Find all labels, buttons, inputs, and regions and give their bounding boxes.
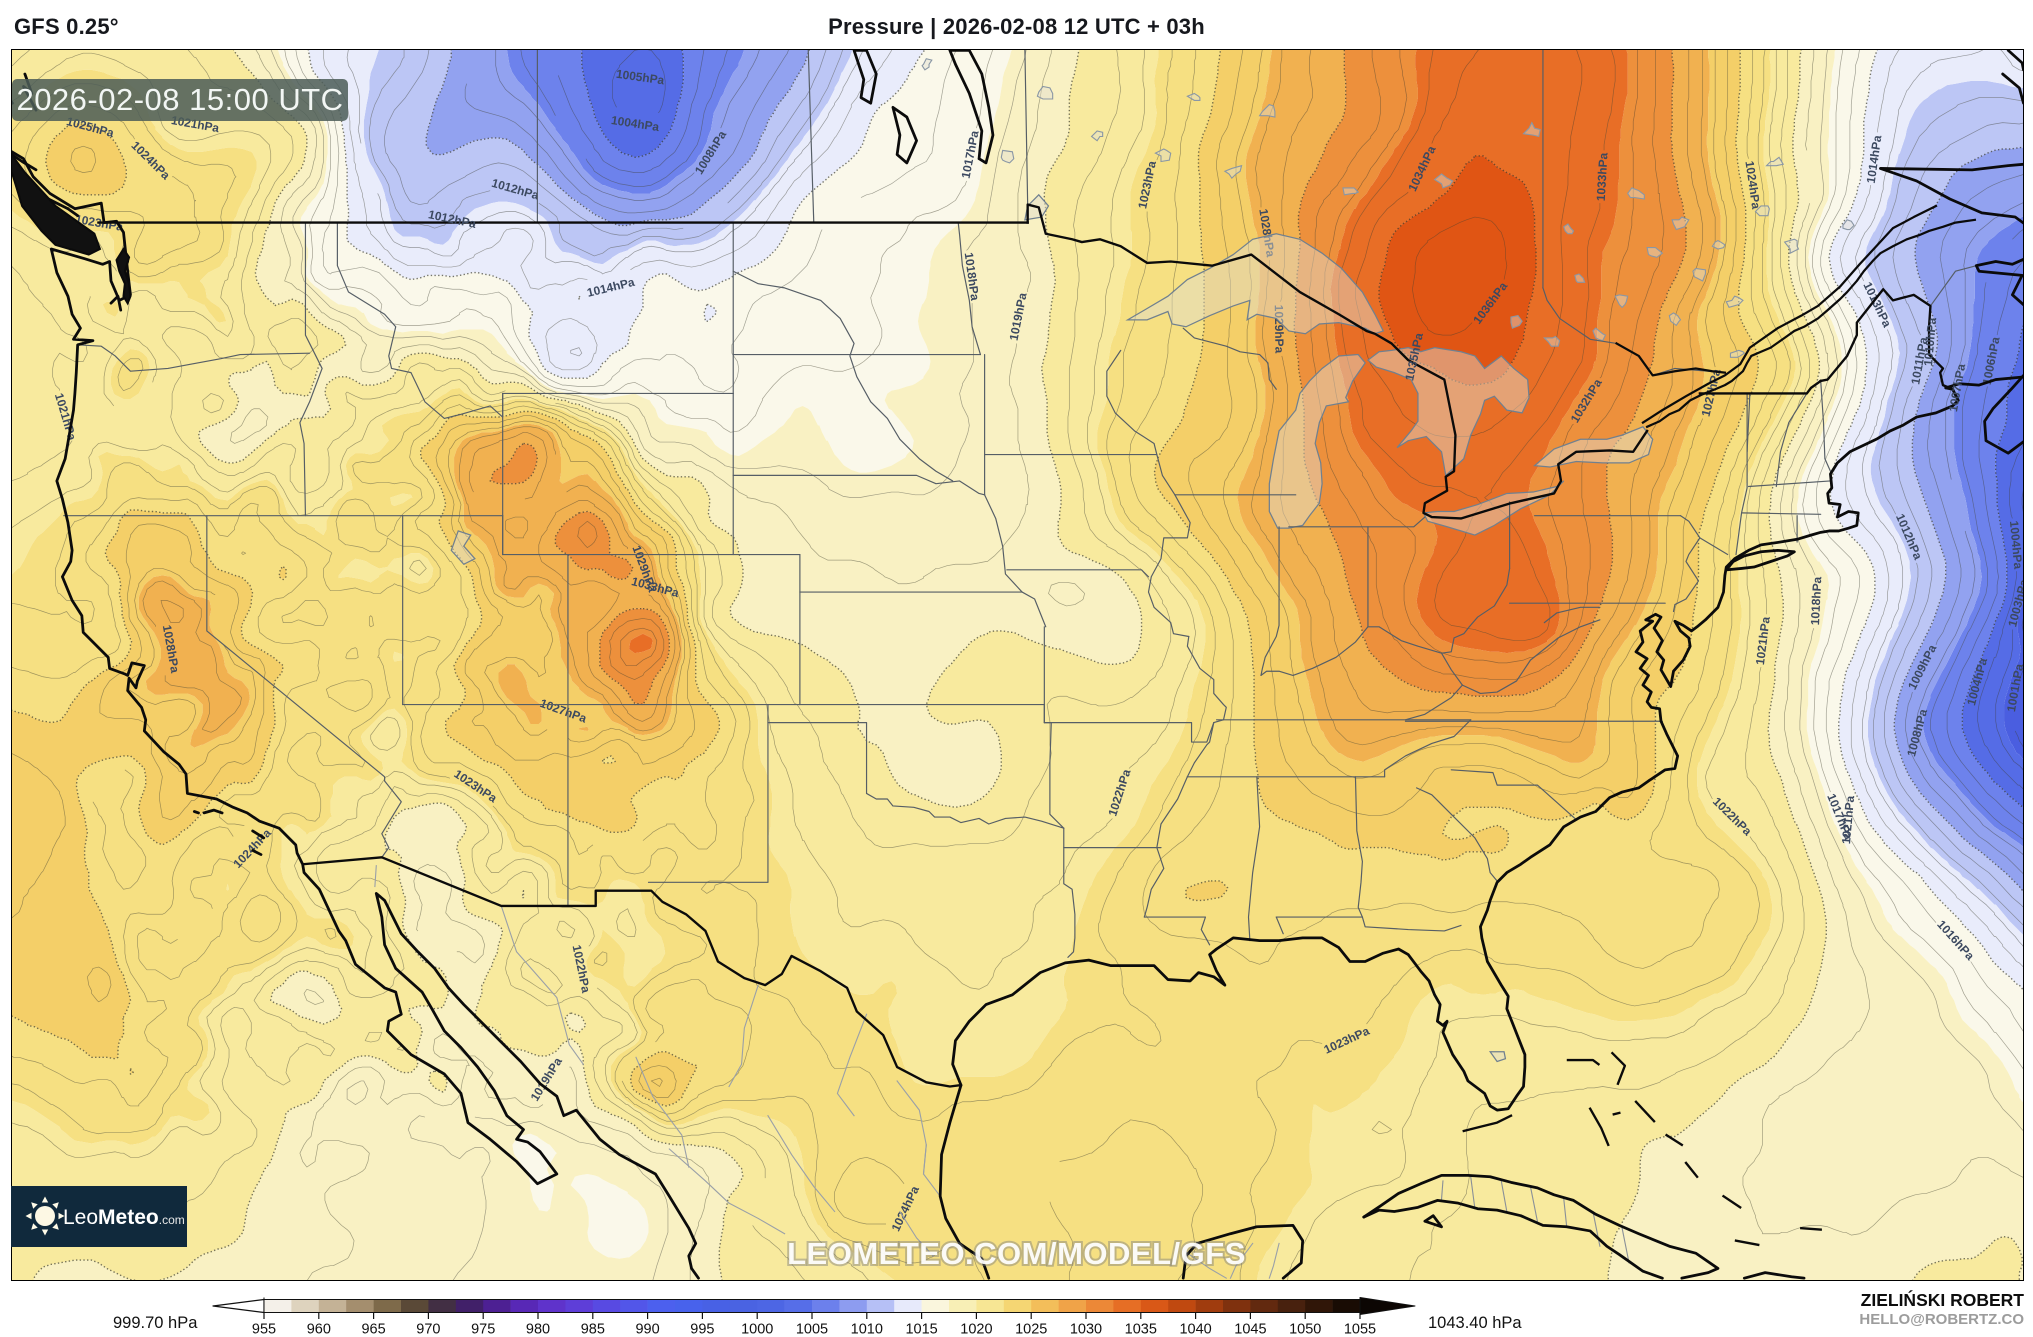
svg-text:975: 975	[471, 1322, 495, 1337]
svg-text:1055: 1055	[1344, 1322, 1376, 1337]
svg-text:1015: 1015	[905, 1322, 937, 1337]
svg-text:980: 980	[526, 1322, 550, 1337]
svg-text:1010hPa: 1010hPa	[1921, 317, 1939, 367]
svg-text:1021hPa: 1021hPa	[1839, 795, 1857, 845]
svg-text:1024hPa: 1024hPa	[1742, 160, 1763, 210]
svg-text:1004hPa: 1004hPa	[2007, 520, 2024, 570]
svg-text:1018hPa: 1018hPa	[1808, 576, 1824, 625]
svg-text:1020: 1020	[960, 1322, 992, 1337]
svg-text:955: 955	[252, 1322, 276, 1337]
svg-text:970: 970	[416, 1322, 440, 1337]
svg-text:1030: 1030	[1070, 1322, 1102, 1337]
svg-text:1040: 1040	[1179, 1322, 1211, 1337]
svg-text:1025: 1025	[1015, 1322, 1047, 1337]
svg-text:1005hPa: 1005hPa	[615, 67, 665, 88]
svg-text:1005: 1005	[796, 1322, 828, 1337]
svg-text:1014hPa: 1014hPa	[1864, 134, 1885, 184]
svg-text:LeoMeteo.com: LeoMeteo.com	[63, 1206, 185, 1229]
svg-text:1004hPa: 1004hPa	[610, 113, 660, 134]
svg-text:1050: 1050	[1289, 1322, 1321, 1337]
svg-text:965: 965	[361, 1322, 385, 1337]
svg-text:1045: 1045	[1234, 1322, 1266, 1337]
svg-text:960: 960	[307, 1322, 331, 1337]
svg-text:1010: 1010	[851, 1322, 883, 1337]
svg-text:990: 990	[635, 1322, 659, 1337]
svg-text:1000: 1000	[741, 1322, 773, 1337]
svg-text:1035: 1035	[1125, 1322, 1157, 1337]
svg-text:1021hPa: 1021hPa	[1753, 616, 1773, 666]
svg-text:1033hPa: 1033hPa	[1594, 152, 1611, 202]
svg-text:1029hPa: 1029hPa	[1272, 305, 1287, 354]
svg-text:985: 985	[581, 1322, 605, 1337]
svg-text:995: 995	[690, 1322, 714, 1337]
